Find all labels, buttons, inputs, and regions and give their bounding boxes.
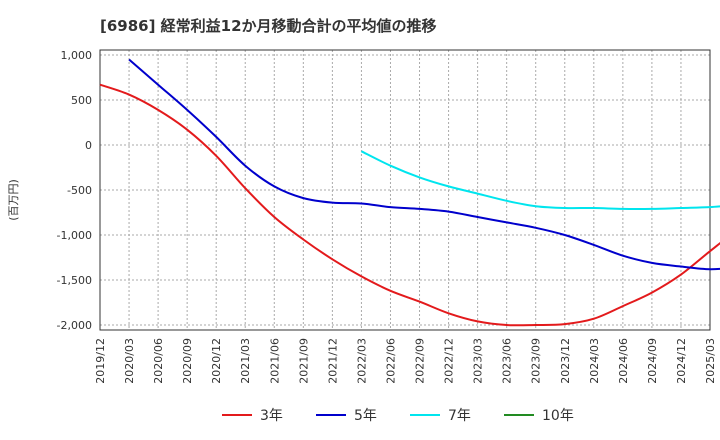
- x-tick-label: 2022/12: [443, 338, 456, 384]
- x-tick-label: 2020/03: [123, 338, 136, 384]
- x-tick-label: 2022/06: [384, 338, 397, 384]
- x-tick-label: 2024/03: [588, 338, 601, 384]
- x-tick-label: 2023/06: [501, 338, 514, 384]
- plot-frame: [99, 49, 711, 331]
- x-tick-label: 2024/12: [675, 338, 688, 384]
- y-tick-label: 0: [85, 139, 92, 152]
- series-lines: [99, 58, 720, 327]
- x-tick-label: 2024/06: [617, 338, 630, 384]
- x-tick-label: 2019/12: [94, 338, 107, 384]
- y-tick-label: 1,000: [61, 49, 93, 62]
- y-tick-label: -1,000: [57, 229, 92, 242]
- x-tick-label: 2022/03: [355, 338, 368, 384]
- x-tick-label: 2023/12: [559, 338, 572, 384]
- x-tick-label: 2023/09: [530, 338, 543, 384]
- grid: [99, 50, 711, 330]
- chart-title: [6986] 経常利益12か月移動合計の平均値の推移: [100, 17, 437, 35]
- series-line-3: [360, 150, 720, 211]
- y-axis-label: (百万円): [7, 179, 20, 221]
- x-tick-label: 2020/12: [210, 338, 223, 384]
- legend: 3年 5年 7年 10年: [222, 408, 574, 424]
- y-tick-label: -2,000: [57, 319, 92, 332]
- y-tick-label: 500: [71, 94, 92, 107]
- series-line-2: [128, 58, 720, 271]
- x-tick-label: 2021/03: [239, 338, 252, 384]
- x-tick-label: 2023/03: [472, 338, 485, 384]
- series-line-1: [99, 83, 720, 327]
- legend-label: 7年: [448, 408, 471, 424]
- x-tick-label: 2021/06: [268, 338, 281, 384]
- legend-label: 3年: [260, 408, 283, 424]
- x-tick-label: 2021/09: [297, 338, 310, 384]
- x-tick-label: 2021/12: [326, 338, 339, 384]
- y-tick-label: -1,500: [57, 274, 92, 287]
- legend-label: 5年: [354, 408, 377, 424]
- x-tick-label: 2020/09: [181, 338, 194, 384]
- x-tick-label: 2020/06: [152, 338, 165, 384]
- x-tick-label: 2022/09: [414, 338, 427, 384]
- x-tick-label: 2025/03: [704, 338, 717, 384]
- x-tick-label: 2024/09: [646, 338, 659, 384]
- y-tick-label: -500: [67, 184, 92, 197]
- legend-label: 10年: [542, 408, 574, 424]
